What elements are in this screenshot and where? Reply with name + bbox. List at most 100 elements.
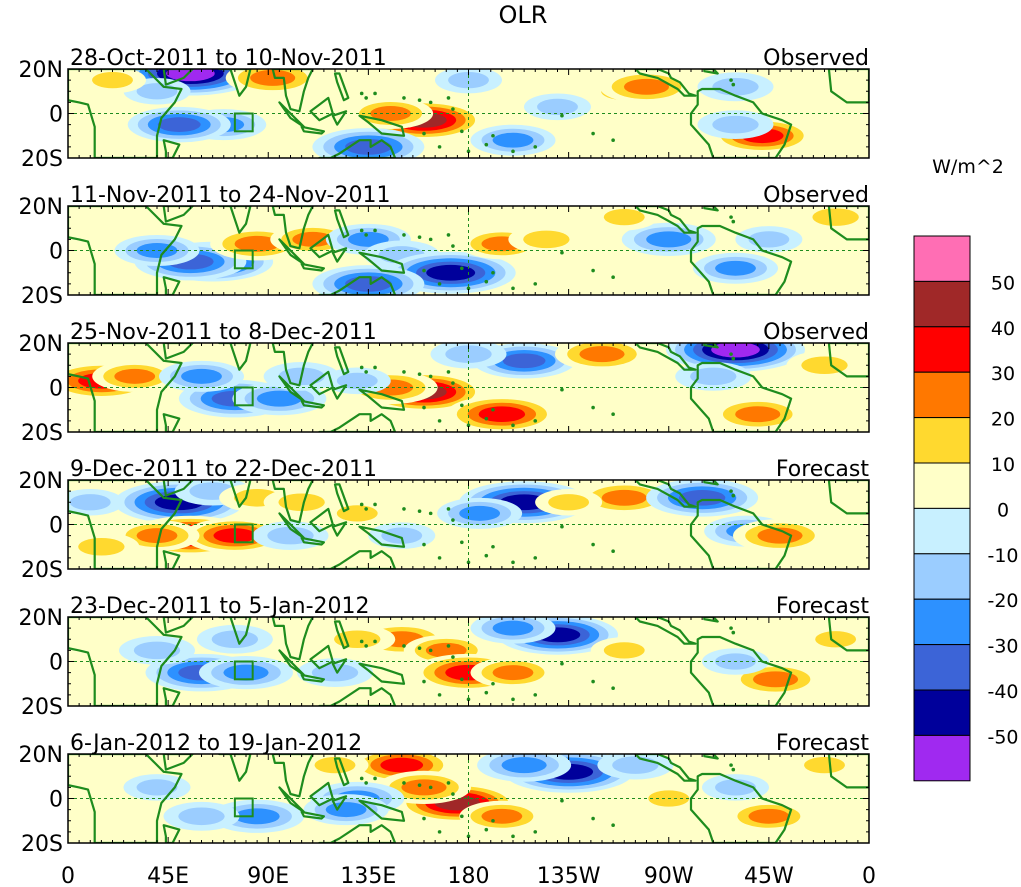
- island-mark: [731, 82, 736, 87]
- continent-outline: [333, 483, 350, 513]
- island-mark: [460, 677, 464, 682]
- island-mark: [511, 423, 515, 428]
- colorbar-swatch: [913, 734, 971, 782]
- continent-outline: [271, 343, 314, 387]
- continent-outline: [162, 276, 181, 295]
- colorbar-swatch: [913, 371, 971, 419]
- continent-outline: [827, 754, 869, 789]
- island-mark: [466, 286, 471, 291]
- anomaly-contour: [380, 757, 424, 773]
- island-mark: [417, 235, 422, 239]
- continent-outline: [300, 810, 325, 820]
- colorbar-swatch: [913, 689, 971, 736]
- island-mark: [446, 781, 451, 785]
- island-mark: [729, 352, 733, 356]
- anomaly-contour: [256, 390, 302, 407]
- island-mark: [364, 507, 368, 511]
- island-mark: [560, 661, 564, 666]
- island-mark: [511, 560, 515, 565]
- island-mark: [484, 690, 489, 695]
- island-mark: [731, 219, 736, 224]
- continent-outline: [162, 413, 181, 432]
- island-mark: [359, 228, 364, 233]
- panel-stack: 20N 0 20S 28-Oct-2011 to 10-Nov-2011 Observe…: [19, 46, 870, 857]
- panel-label: Observed: [763, 320, 869, 345]
- anomaly-contour: [234, 808, 280, 825]
- continent-outline: [689, 224, 793, 295]
- land-outline: [68, 754, 869, 843]
- island-mark: [373, 91, 377, 96]
- island-mark: [446, 370, 451, 374]
- panel-period: 11-Nov-2011 to 24-Nov-2011: [70, 183, 390, 208]
- continent-outline: [703, 206, 719, 212]
- island-mark: [466, 423, 471, 428]
- anomaly-contour: [812, 208, 859, 226]
- anomaly-contour: [735, 406, 781, 423]
- island-mark: [484, 279, 489, 284]
- continent-outline: [703, 480, 719, 486]
- continent-outline: [318, 413, 397, 432]
- anomaly-contour: [601, 489, 647, 506]
- y-tick-label: 20S: [21, 147, 63, 172]
- continent-outline: [300, 125, 325, 135]
- island-mark: [560, 387, 564, 392]
- continent-outline: [827, 343, 869, 378]
- island-mark: [402, 370, 406, 374]
- island-mark: [484, 142, 489, 147]
- continent-outline: [162, 139, 181, 158]
- land-outline: [68, 69, 869, 158]
- anomaly-contour: [537, 98, 578, 115]
- colorbar-tick-label: 50: [991, 272, 1015, 294]
- panel: 20N 0 20S 11-Nov-2011 to 24-Nov-2011 Observe…: [19, 183, 870, 309]
- anomaly-contour: [347, 231, 389, 247]
- x-tick-label: 180: [448, 864, 490, 887]
- y-tick-label: 20S: [21, 558, 63, 583]
- island-mark: [422, 542, 426, 547]
- island-mark: [417, 783, 422, 787]
- continent-outline: [358, 525, 406, 548]
- panel: 20N 0 20S 25-Nov-2011 to 8-Dec-2011 Observed: [19, 320, 870, 446]
- continent-outline: [309, 233, 334, 259]
- island-mark: [560, 524, 564, 529]
- island-mark: [373, 502, 377, 507]
- index-box: [233, 249, 254, 270]
- island-mark: [533, 419, 538, 423]
- island-mark: [451, 107, 455, 111]
- panel-period: 23-Dec-2011 to 5-Jan-2012: [70, 594, 370, 619]
- colorbar-tick-label: -50: [987, 726, 1018, 748]
- colorbar-swatch: [913, 598, 971, 646]
- continent-outline: [300, 399, 325, 409]
- continent-outline: [309, 507, 334, 533]
- panel: 20N 0 20S 9-Dec-2011 to 22-Dec-2011 Forecast: [19, 457, 870, 583]
- anomaly-contour: [157, 117, 201, 132]
- continent-outline: [309, 781, 334, 807]
- island-mark: [729, 489, 733, 493]
- land-outline: [68, 206, 869, 295]
- panel-label: Observed: [763, 183, 869, 208]
- continent-outline: [271, 206, 314, 250]
- island-mark: [611, 686, 615, 690]
- anomaly-contour: [492, 665, 534, 681]
- island-mark: [484, 553, 489, 558]
- continent-outline: [358, 388, 406, 411]
- island-mark: [731, 630, 736, 635]
- continent-outline: [271, 754, 314, 798]
- panel-label: Forecast: [776, 457, 869, 482]
- continent-outline: [333, 757, 350, 787]
- island-mark: [729, 626, 733, 630]
- panel-label: Forecast: [776, 594, 869, 619]
- island-mark: [437, 556, 442, 560]
- continent-outline: [218, 343, 252, 371]
- x-axis: 0 45E 90E 135E 180 135W 90W 45W 0: [61, 864, 876, 887]
- colorbar-swatch: [913, 507, 971, 555]
- continent-outline: [827, 69, 869, 104]
- continent-outline: [318, 139, 397, 158]
- island-mark: [591, 405, 595, 410]
- island-mark: [466, 149, 471, 154]
- continent-outline: [318, 687, 397, 706]
- continent-outline: [358, 251, 406, 274]
- x-tick-label: 45E: [147, 864, 189, 887]
- island-mark: [491, 133, 495, 138]
- x-tick-label: 135E: [340, 864, 396, 887]
- anomaly-contour: [690, 367, 737, 386]
